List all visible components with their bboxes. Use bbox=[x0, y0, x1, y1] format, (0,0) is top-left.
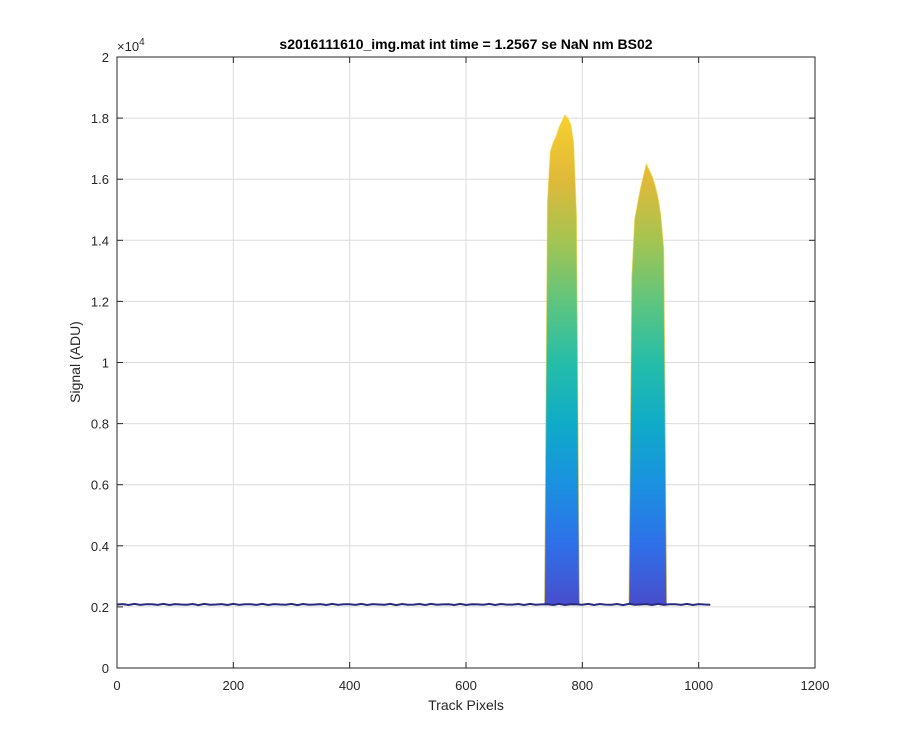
y-tick-label: 2 bbox=[102, 50, 109, 65]
baseline-line bbox=[116, 602, 711, 607]
signal-peak-2 bbox=[628, 163, 667, 605]
axis-ticks bbox=[116, 56, 816, 669]
y-tick-label: 0 bbox=[102, 661, 109, 676]
x-tick-label: 800 bbox=[571, 678, 593, 693]
x-tick-label: 1200 bbox=[801, 678, 830, 693]
signal-peak-edge-2 bbox=[628, 162, 668, 603]
chart-title: s2016111610_img.mat int time = 1.2567 se… bbox=[279, 36, 652, 52]
y-tick-label: 0.4 bbox=[91, 539, 109, 554]
x-tick-label: 0 bbox=[113, 678, 120, 693]
x-tick-label: 400 bbox=[339, 678, 361, 693]
y-exponent-label: ×104 bbox=[117, 37, 145, 54]
data-series bbox=[116, 114, 711, 607]
x-axis-label: Track Pixels bbox=[428, 697, 504, 713]
x-tick-labels: 0 200 400 600 800 1000 1200 bbox=[113, 678, 829, 693]
y-tick-label: 0.8 bbox=[91, 417, 109, 432]
y-tick-label: 0.6 bbox=[91, 478, 109, 493]
y-tick-label: 1.2 bbox=[91, 294, 109, 309]
y-tick-label: 1.6 bbox=[91, 172, 109, 187]
y-tick-label: 1.8 bbox=[91, 111, 109, 126]
y-tick-label: 1.4 bbox=[91, 233, 109, 248]
x-tick-label: 1000 bbox=[684, 678, 713, 693]
signal-peak-1 bbox=[544, 115, 580, 605]
x-tick-label: 200 bbox=[222, 678, 244, 693]
y-tick-label: 0.2 bbox=[91, 600, 109, 615]
y-axis-label: Signal (ADU) bbox=[67, 321, 83, 403]
x-tick-label: 600 bbox=[455, 678, 477, 693]
y-tick-label: 1 bbox=[102, 356, 109, 371]
y-tick-labels: 0 0.2 0.4 0.6 0.8 1 1.2 1.4 1.6 1.8 2 bbox=[91, 50, 109, 676]
signal-peak-edge-1 bbox=[544, 114, 580, 603]
grid-lines bbox=[117, 57, 815, 668]
